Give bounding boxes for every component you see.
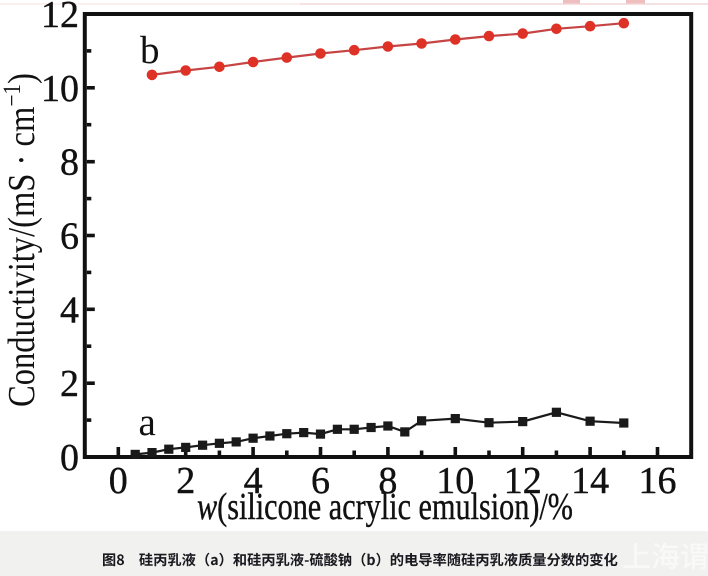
svg-text:2: 2 — [176, 460, 195, 502]
svg-text:12: 12 — [41, 0, 79, 36]
svg-text:4: 4 — [60, 289, 79, 331]
svg-text:6: 6 — [60, 216, 79, 258]
svg-text:8: 8 — [378, 460, 397, 502]
svg-text:2: 2 — [60, 363, 79, 405]
svg-text:12: 12 — [504, 460, 542, 502]
svg-text:14: 14 — [571, 460, 609, 502]
svg-text:10: 10 — [41, 68, 79, 110]
svg-text:0: 0 — [109, 460, 128, 502]
svg-text:10: 10 — [436, 460, 474, 502]
svg-text:b: b — [140, 29, 160, 72]
svg-text:Conductivity/(mS · cm−1): Conductivity/(mS · cm−1) — [0, 73, 43, 407]
svg-text:16: 16 — [639, 460, 677, 502]
svg-text:w(silicone acrylic emulsion)/%: w(silicone acrylic emulsion)/% — [197, 486, 573, 528]
svg-text:a: a — [139, 401, 156, 444]
svg-text:8: 8 — [60, 142, 79, 184]
svg-text:6: 6 — [311, 460, 330, 502]
svg-text:4: 4 — [244, 460, 263, 502]
svg-text:0: 0 — [60, 437, 79, 479]
